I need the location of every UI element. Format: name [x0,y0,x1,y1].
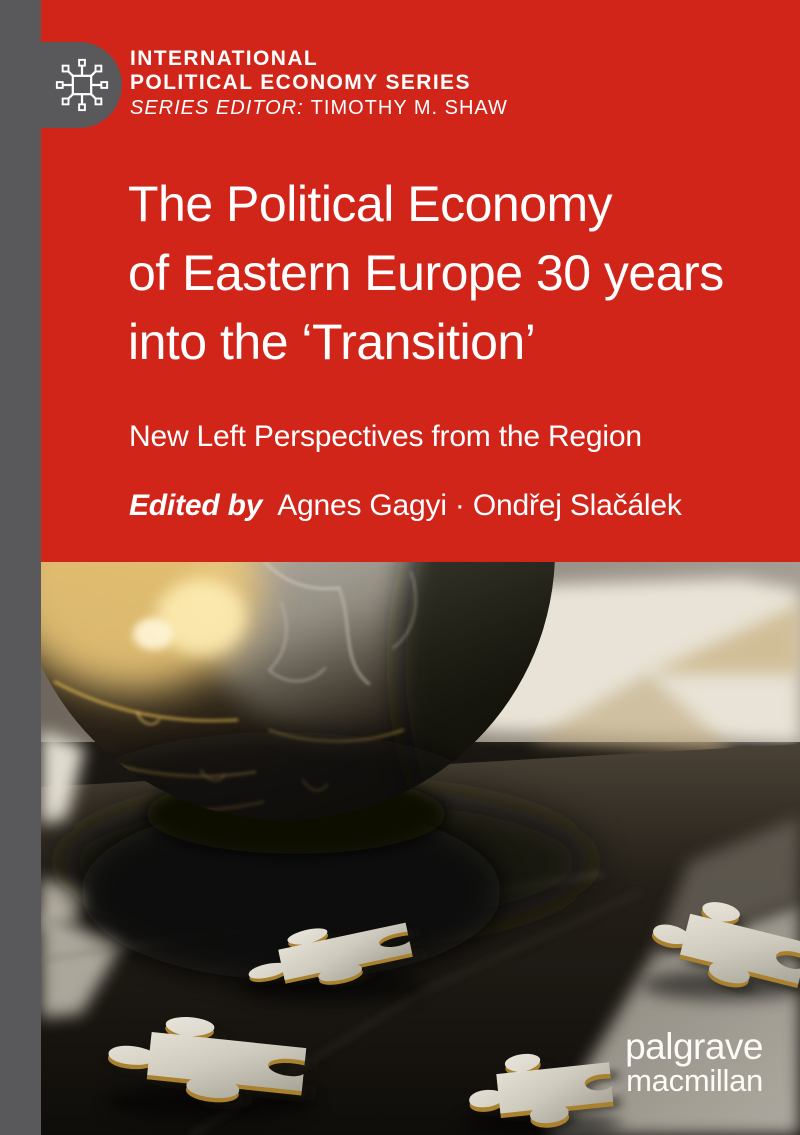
series-editor-line: SERIES EDITOR: TIMOTHY M. SHAW [130,96,508,120]
title-line-2: of Eastern Europe 30 years [128,245,724,301]
puzzle-globe-scene [41,562,800,1135]
series-name-line2: POLITICAL ECONOMY SERIES [130,71,471,94]
series-editor-name: TIMOTHY M. SHAW [310,97,508,119]
publisher-name-macmillan: macmillan [626,1063,763,1098]
editor-names: Agnes Gagyi · Ondřej Slačálek [277,489,682,522]
publisher-name-palgrave: palgrave [625,1026,763,1067]
series-logo-bubble [41,42,122,128]
series-name-line1: INTERNATIONAL [130,47,319,70]
chessboard-light-tiles [41,730,125,1018]
loose-puzzle-pieces [104,888,800,1135]
series-header: INTERNATIONAL POLITICAL ECONOMY SERIES S… [130,47,508,120]
edited-by-label: Edited by [129,489,263,522]
editors-line: Edited by Agnes Gagyi · Ondřej Slačálek [129,489,682,523]
cover-photo [41,562,800,1135]
book-subtitle: New Left Perspectives from the Region [129,420,642,453]
book-title: The Political Economy of Eastern Europe … [128,170,724,377]
network-hub-icon [55,58,108,112]
spine-strip [0,0,41,1135]
title-line-1: The Political Economy [128,176,613,232]
publisher-logo: palgrave macmillan [625,1028,763,1097]
title-line-3: into the ‘Transition’ [128,314,536,370]
series-editor-label: SERIES EDITOR: [130,97,304,119]
